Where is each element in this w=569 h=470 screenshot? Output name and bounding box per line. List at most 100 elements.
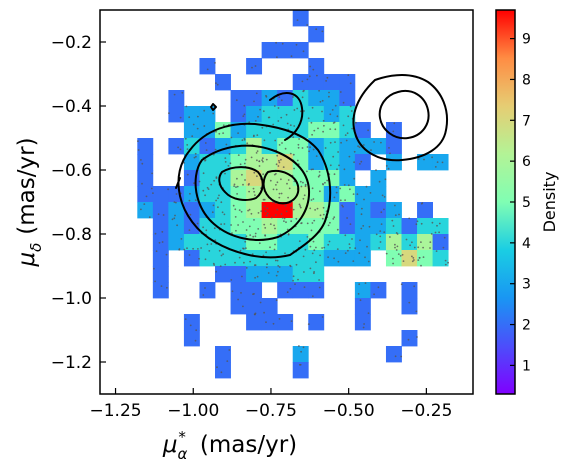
scatter-point	[196, 127, 199, 130]
scatter-point	[265, 158, 268, 161]
scatter-point	[413, 246, 416, 249]
heatmap-cell	[215, 362, 231, 379]
scatter-point	[243, 162, 246, 165]
scatter-point	[275, 188, 278, 191]
scatter-point	[286, 182, 288, 185]
scatter-point	[362, 326, 365, 329]
scatter-point	[177, 146, 180, 149]
scatter-point	[215, 270, 218, 273]
scatter-point	[357, 293, 360, 295]
scatter-point	[389, 152, 391, 155]
scatter-point	[240, 292, 242, 294]
heatmap-cell	[292, 202, 309, 219]
contour-left-mid	[194, 144, 311, 241]
heatmap-cell	[246, 298, 263, 315]
scatter-point	[310, 199, 313, 201]
scatter-point	[293, 125, 296, 127]
scatter-point	[360, 227, 363, 230]
scatter-point	[373, 293, 375, 296]
scatter-point	[311, 222, 314, 224]
density-contours	[175, 74, 448, 259]
heatmap-cell	[308, 154, 325, 171]
scatter-point	[270, 216, 273, 219]
scatter-point	[352, 193, 355, 196]
scatter-point	[360, 160, 363, 163]
scatter-point	[175, 193, 178, 195]
scatter-point	[236, 177, 238, 180]
scatter-point	[300, 185, 303, 188]
heatmap-cell	[230, 170, 247, 187]
scatter-point	[285, 113, 288, 116]
heatmap-cell	[246, 154, 263, 171]
heatmap-cell	[339, 74, 356, 91]
x-axis-title: μα* (mas/yr)	[162, 428, 297, 463]
contour-right-inner	[378, 90, 430, 140]
scatter-point	[210, 243, 213, 245]
scatter-point	[240, 210, 243, 213]
scatter-point	[243, 138, 246, 141]
scatter-point	[140, 208, 142, 211]
scatter-point	[284, 252, 286, 255]
scatter-point	[312, 198, 315, 200]
scatter-point	[367, 260, 370, 263]
scatter-point	[200, 247, 203, 249]
scatter-point	[167, 188, 170, 191]
scatter-point	[175, 201, 177, 204]
scatter-point	[402, 260, 405, 262]
scatter-point	[318, 174, 321, 177]
scatter-point	[220, 201, 223, 204]
scatter-point	[315, 246, 317, 249]
scatter-point	[312, 68, 315, 71]
scatter-point	[292, 153, 295, 156]
heatmap-cell	[230, 202, 247, 219]
scatter-point	[280, 178, 282, 181]
scatter-point	[155, 250, 158, 253]
heatmap-cell	[432, 154, 449, 171]
scatter-point	[411, 255, 413, 258]
scatter-point	[285, 221, 287, 224]
y-axis-title: μδ (mas/yr)	[14, 137, 45, 267]
scatter-point	[243, 113, 246, 116]
scatter-point	[140, 159, 142, 161]
heatmap-cell	[215, 218, 231, 235]
scatter-point	[315, 28, 318, 31]
scatter-point	[393, 122, 396, 125]
heatmap-cell	[261, 266, 278, 283]
x-tick-label: −0.50	[323, 401, 375, 421]
heatmap-cell	[183, 250, 200, 267]
scatter-point	[435, 250, 438, 253]
heatmap-cell	[183, 106, 200, 123]
scatter-point	[292, 136, 295, 139]
scatter-point	[377, 286, 380, 289]
scatter-point	[339, 199, 342, 202]
scatter-point	[309, 245, 312, 248]
scatter-point	[310, 121, 313, 124]
scatter-point	[292, 96, 294, 98]
scatter-point	[358, 283, 361, 286]
heatmap-cell	[417, 218, 433, 235]
scatter-point	[297, 143, 300, 146]
scatter-point	[274, 227, 276, 230]
scatter-point	[239, 249, 242, 252]
scatter-point	[316, 74, 318, 77]
scatter-point	[370, 149, 372, 152]
heatmap-cell	[246, 234, 263, 251]
scatter-point	[262, 173, 265, 176]
scatter-point	[289, 124, 292, 127]
y-tick-label: −0.6	[51, 161, 92, 181]
scatter-point	[304, 185, 307, 188]
scatter-point	[299, 180, 302, 183]
scatter-point	[222, 124, 225, 127]
scatter-point	[214, 148, 217, 151]
scatter-point	[334, 104, 337, 107]
scatter-point	[322, 213, 325, 216]
heatmap-cell	[323, 154, 340, 171]
scatter-point	[259, 108, 261, 111]
scatter-point	[183, 248, 186, 251]
heatmap-cell	[261, 298, 278, 315]
scatter-point	[253, 293, 255, 295]
scatter-point	[274, 139, 277, 142]
scatter-point	[302, 197, 305, 200]
scatter-point	[309, 207, 312, 210]
scatter-point	[203, 125, 206, 127]
